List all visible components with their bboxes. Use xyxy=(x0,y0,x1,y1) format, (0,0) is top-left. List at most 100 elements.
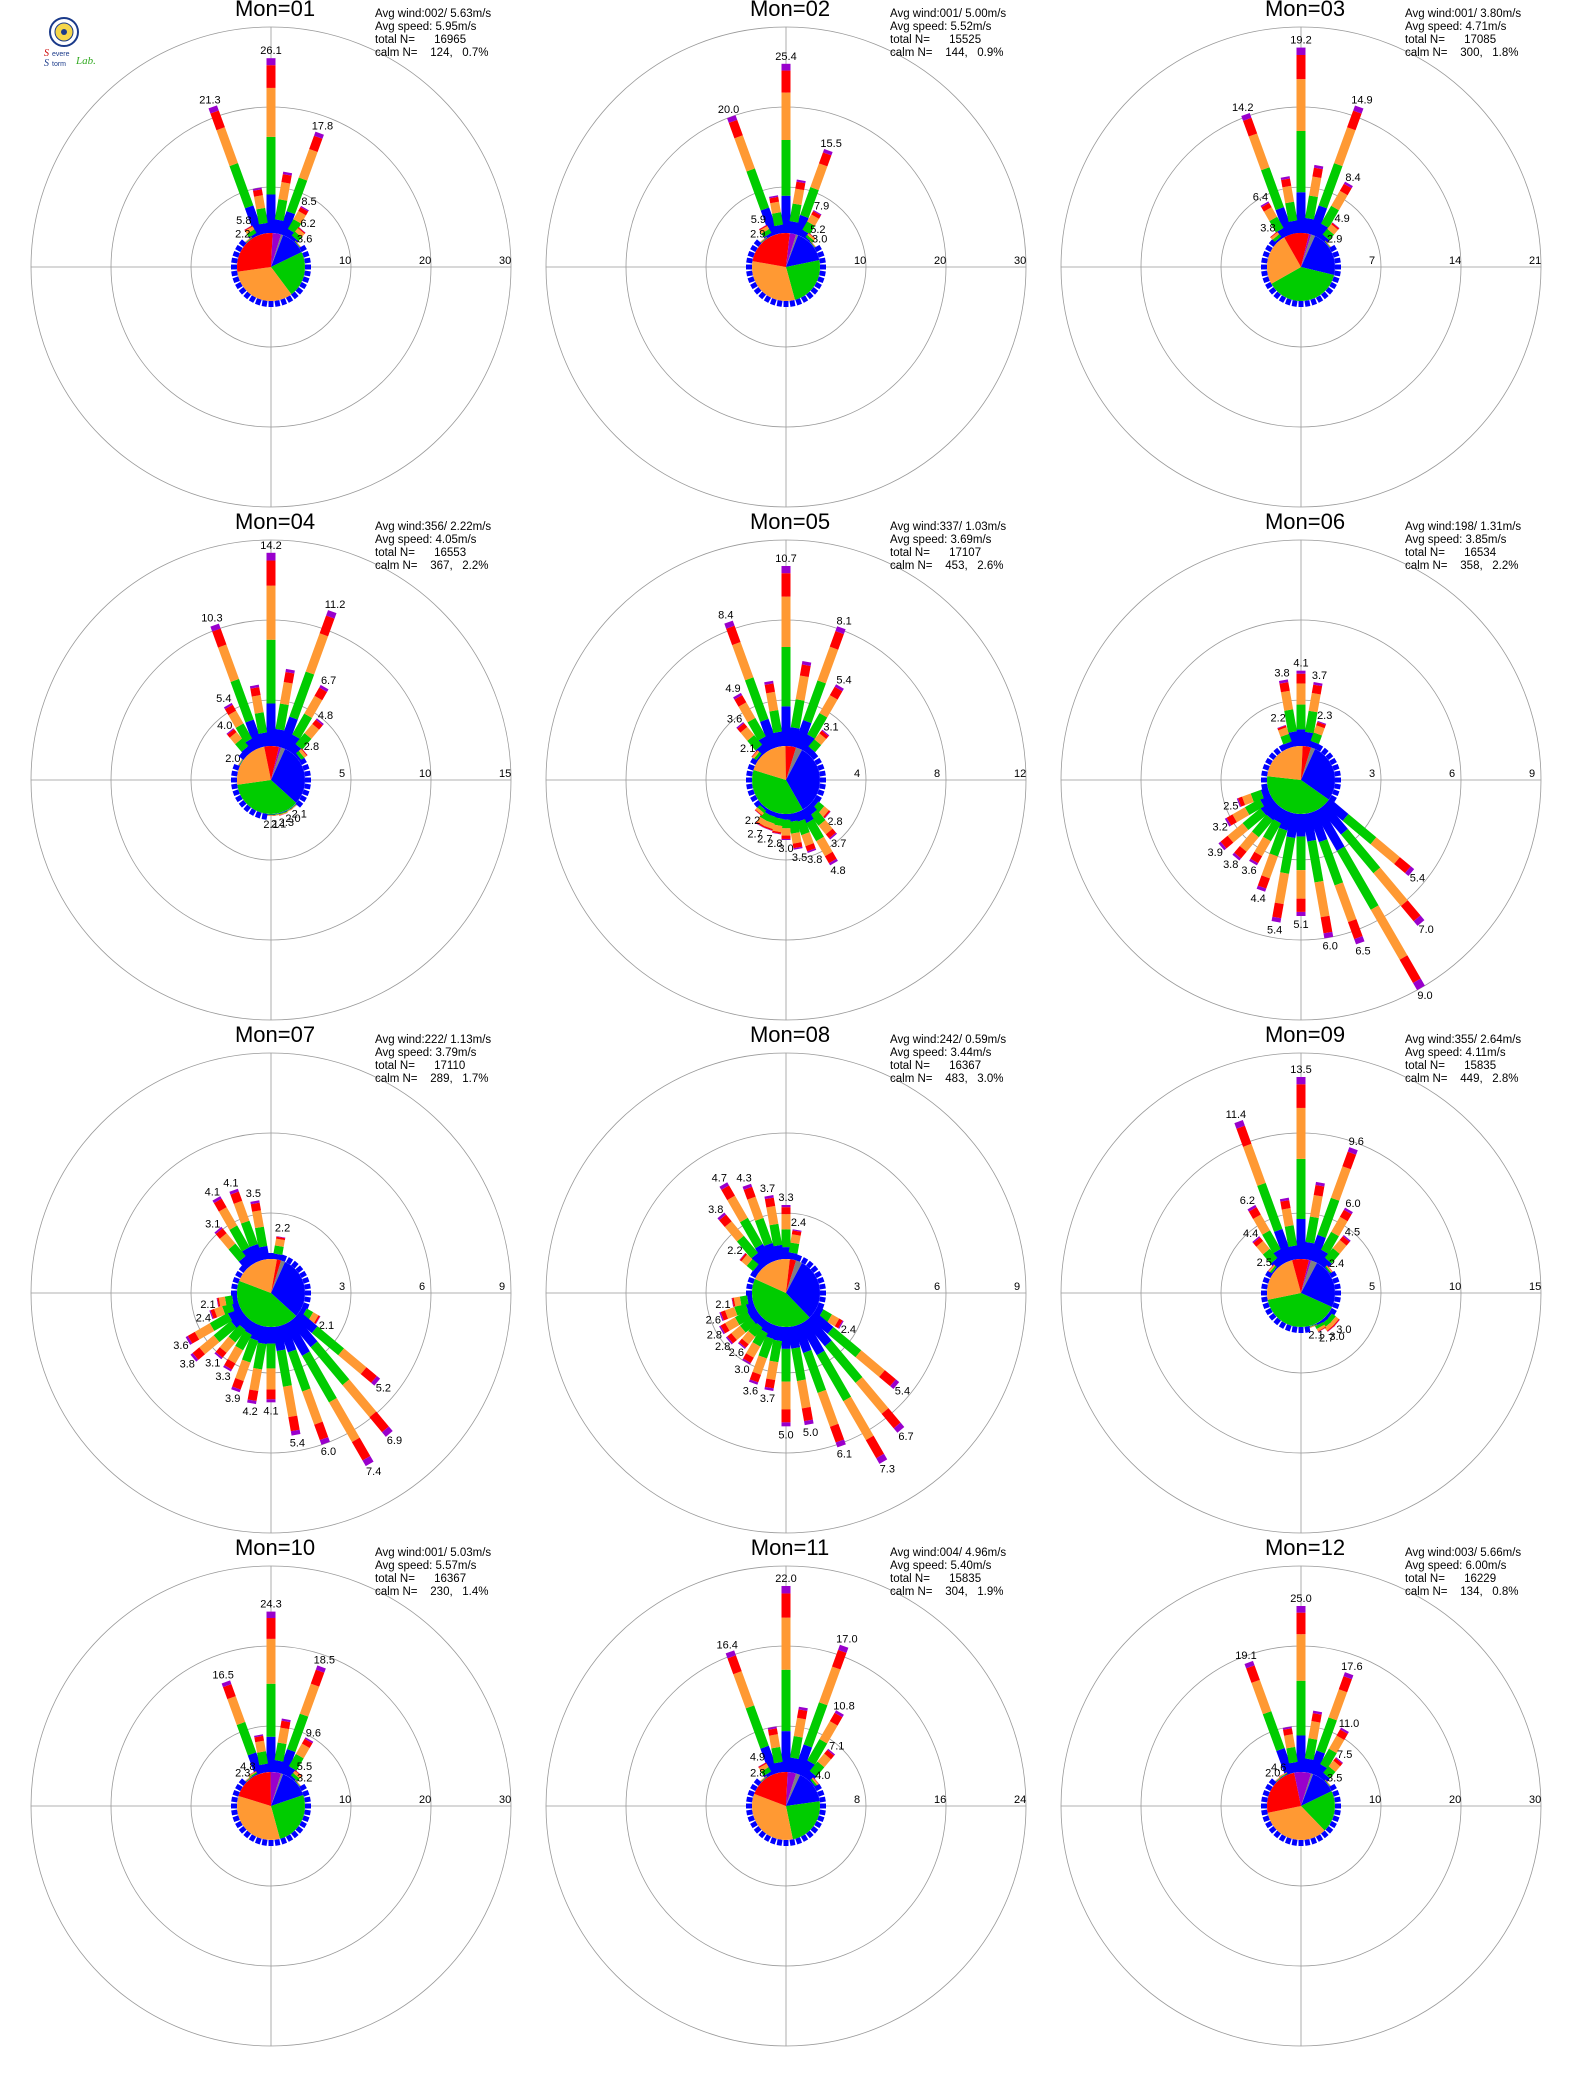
petal-bar xyxy=(272,171,293,235)
minor-spoke xyxy=(299,244,307,253)
petal-bar xyxy=(1278,1772,1288,1779)
minor-spoke xyxy=(290,1830,299,1839)
petal-bar xyxy=(248,1770,258,1779)
stat-avg-wind: Avg wind:004/ 4.96m/s xyxy=(890,1547,1007,1559)
petal-label: 3.0 xyxy=(812,234,827,246)
minor-spoke xyxy=(814,1820,822,1829)
petal-label: 2.7 xyxy=(757,833,772,845)
petal-bar xyxy=(229,1188,264,1263)
minor-spoke xyxy=(280,1837,288,1845)
minor-spoke xyxy=(238,286,247,295)
pie-slice xyxy=(1301,747,1316,780)
petal-label: 4.4 xyxy=(1250,893,1265,905)
petal-bar xyxy=(1278,679,1300,748)
minor-spoke xyxy=(304,1809,311,1816)
minor-spoke xyxy=(1278,744,1287,752)
petal-label: 3.1 xyxy=(205,1219,220,1231)
petal-label: 2.4 xyxy=(196,1313,211,1325)
petal-bar xyxy=(284,1737,314,1779)
minor-spoke xyxy=(1261,783,1268,790)
minor-spoke xyxy=(1265,1307,1273,1316)
stats-box: Avg wind:356/ 2.22m/s Avg speed: 4.05m/s t… xyxy=(375,521,491,573)
minor-spoke xyxy=(810,1825,819,1834)
minor-spoke xyxy=(1291,1839,1298,1846)
minor-spoke xyxy=(1334,770,1341,777)
pie-slice xyxy=(1301,749,1335,800)
minor-spoke xyxy=(235,1820,243,1829)
petal-label: 25.4 xyxy=(775,51,796,63)
petal-bar xyxy=(1314,1727,1349,1779)
minor-spoke xyxy=(746,783,753,790)
minor-spoke xyxy=(299,757,307,766)
petal-label: 5.4 xyxy=(836,675,851,687)
ring-label: 8 xyxy=(854,1794,860,1806)
minor-spoke xyxy=(1320,747,1329,756)
minor-spoke xyxy=(805,1830,814,1839)
minor-spoke xyxy=(1310,298,1318,306)
stat-avg-wind: Avg wind:222/ 1.13m/s xyxy=(375,1034,492,1046)
petal-bar xyxy=(185,1306,244,1345)
ring-label: 21 xyxy=(1529,255,1541,267)
petal-bar xyxy=(1232,803,1283,861)
stats-box: Avg wind:004/ 4.96m/s Avg speed: 5.40m/s t… xyxy=(890,1547,1006,1599)
petal-label: 10.8 xyxy=(833,1701,854,1713)
pie-slice xyxy=(752,1278,810,1327)
petal-bar xyxy=(748,1323,779,1385)
minor-spoke xyxy=(1273,291,1282,300)
svg-text:S: S xyxy=(44,48,49,59)
ring-label: 24 xyxy=(1014,1794,1026,1806)
petal-label: 2.2 xyxy=(727,1245,742,1257)
stat-calm-n: calm N= 300, 1.8% xyxy=(1405,47,1519,59)
minor-spoke xyxy=(1261,1796,1268,1803)
petal-bar xyxy=(1308,1147,1358,1263)
minor-spoke xyxy=(285,1257,294,1265)
petal-bar xyxy=(804,1748,836,1783)
minor-spoke xyxy=(280,298,288,306)
ring-label: 10 xyxy=(339,1794,351,1806)
minor-spoke xyxy=(1284,298,1292,306)
petal-bar xyxy=(289,803,298,811)
pie-slice xyxy=(271,1773,284,1806)
pie-slice xyxy=(271,1262,306,1316)
minor-spoke xyxy=(746,1796,753,1803)
minor-spoke xyxy=(232,1789,240,1797)
wind-rose-panel: 3 6 9 3.5 4.1 4.1 3.1 2.2 2.1 5.2 6.9 7.4 6.0 5.4 4.1 4… xyxy=(15,1022,535,1541)
petal-label: 5.1 xyxy=(1293,919,1308,931)
minor-spoke xyxy=(1334,257,1341,264)
minor-spoke xyxy=(1332,1789,1340,1797)
petal-bar xyxy=(1302,164,1324,235)
minor-spoke xyxy=(1262,1815,1270,1823)
minor-spoke xyxy=(747,1789,755,1797)
minor-spoke xyxy=(1329,794,1337,803)
minor-spoke xyxy=(814,794,822,803)
petal-label: 3.8 xyxy=(807,854,822,866)
pie-slice xyxy=(1284,233,1309,267)
petal-label: 5.4 xyxy=(1410,873,1425,885)
petal-bar xyxy=(278,1323,330,1445)
petal-label: 17.0 xyxy=(836,1634,857,1646)
minor-spoke xyxy=(746,1283,753,1290)
petal-bar xyxy=(787,1325,814,1426)
petal-label: 2.1 xyxy=(715,1299,730,1311)
minor-spoke xyxy=(810,286,819,295)
speed-pie xyxy=(1267,233,1335,302)
minor-spoke xyxy=(1278,295,1287,303)
ring-label: 10 xyxy=(1449,1281,1461,1293)
minor-spoke xyxy=(819,1296,826,1303)
minor-spoke xyxy=(1315,744,1324,752)
minor-spoke xyxy=(805,291,814,300)
petal-bar xyxy=(813,1306,844,1329)
minor-spoke xyxy=(1262,763,1270,771)
petal-bar xyxy=(294,1311,381,1386)
pie-slice xyxy=(271,252,305,295)
pie-slice xyxy=(271,235,302,267)
ring-label: 3 xyxy=(339,1281,345,1293)
pie-slice xyxy=(1301,1260,1317,1293)
minor-spoke xyxy=(302,763,310,771)
pie-slice xyxy=(271,234,284,267)
petal-label: 2.6 xyxy=(729,1347,744,1359)
petal-bar xyxy=(272,668,295,748)
petal-label: 2.8 xyxy=(715,1341,730,1353)
minor-spoke xyxy=(231,770,238,777)
minor-spoke xyxy=(238,1778,247,1787)
